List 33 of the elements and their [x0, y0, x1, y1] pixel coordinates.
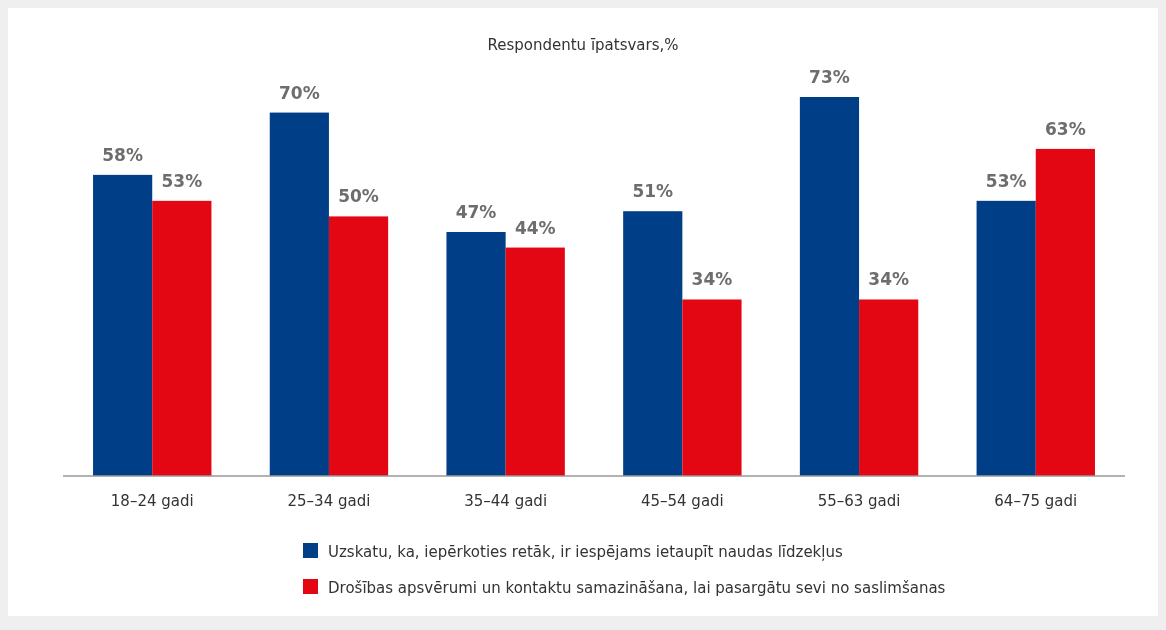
x-tick-label: 45–54 gadi [640, 492, 724, 510]
data-label: 34% [691, 269, 733, 290]
chart-title: Respondentu īpatsvars,% [487, 36, 679, 54]
data-label: 58% [102, 144, 143, 165]
bar [976, 200, 1036, 476]
x-tick-label: 35–44 gadi [464, 492, 548, 510]
legend-label: Uzskatu, ka, iepērkoties retāk, ir iespējams ietaupīt naudas līdzekļus [328, 543, 843, 561]
bar [682, 299, 742, 476]
bar [446, 231, 506, 476]
bar [93, 174, 153, 476]
data-label: 53% [161, 170, 203, 191]
data-label: 47% [455, 201, 497, 222]
bar [859, 299, 919, 476]
data-label: 44% [514, 217, 556, 238]
bar [1035, 148, 1095, 476]
x-tick-label: 25–34 gadi [287, 492, 371, 510]
x-tick-label: 64–75 gadi [994, 492, 1078, 510]
data-label: 73% [809, 67, 850, 87]
bar [799, 97, 860, 476]
bar [328, 216, 389, 476]
x-tick-label: 18–24 gadi [110, 492, 194, 510]
bar [269, 112, 329, 476]
bar [152, 200, 212, 476]
data-label: 34% [868, 269, 910, 290]
data-label: 70% [278, 82, 320, 103]
bar [505, 247, 565, 476]
data-label: 53% [985, 170, 1027, 191]
x-tick-label: 55–63 gadi [817, 492, 901, 510]
bar [623, 211, 683, 476]
data-label: 50% [338, 186, 379, 207]
legend-label: Drošības apsvērumi un kontaktu samazināšana, lai pasargātu sevi no saslimšanas [328, 579, 946, 597]
data-label: 51% [632, 181, 674, 202]
data-label: 63% [1045, 118, 1086, 139]
